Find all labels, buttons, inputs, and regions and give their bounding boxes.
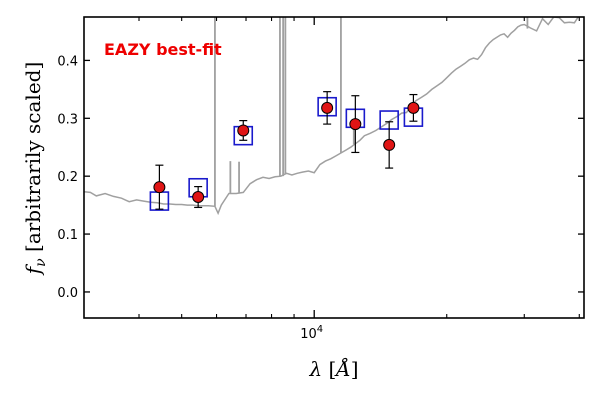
y-tick-label: 0.0 — [57, 286, 78, 301]
observed-point — [192, 186, 205, 209]
y-axis-title: fν [arbitrarily scaled] — [21, 62, 49, 277]
observed-point — [321, 91, 334, 125]
observed-point — [383, 121, 396, 169]
y-tick-label: 0.2 — [57, 170, 78, 185]
y-tick-label: 0.4 — [57, 54, 78, 69]
x-tick-label: 104 — [300, 324, 323, 342]
observed-marker — [407, 101, 420, 114]
observed-marker — [349, 118, 362, 131]
annotation-eazy-best-fit: EAZY best-fit — [104, 40, 222, 59]
observed-point — [153, 164, 166, 210]
observed-point — [349, 95, 362, 154]
y-tick-label: 0.1 — [57, 228, 78, 243]
observed-marker — [321, 101, 334, 114]
observed-point — [407, 93, 420, 122]
observed-marker — [383, 138, 396, 151]
observed-point — [237, 120, 250, 141]
observed-marker — [237, 124, 250, 137]
x-axis-title: λ [Å] — [308, 356, 358, 381]
observed-marker — [192, 191, 205, 204]
observed-marker — [153, 181, 166, 194]
template-line — [84, 17, 580, 216]
plot-frame — [83, 16, 585, 319]
y-tick-label: 0.3 — [57, 112, 78, 127]
template-spectrum — [84, 17, 580, 216]
